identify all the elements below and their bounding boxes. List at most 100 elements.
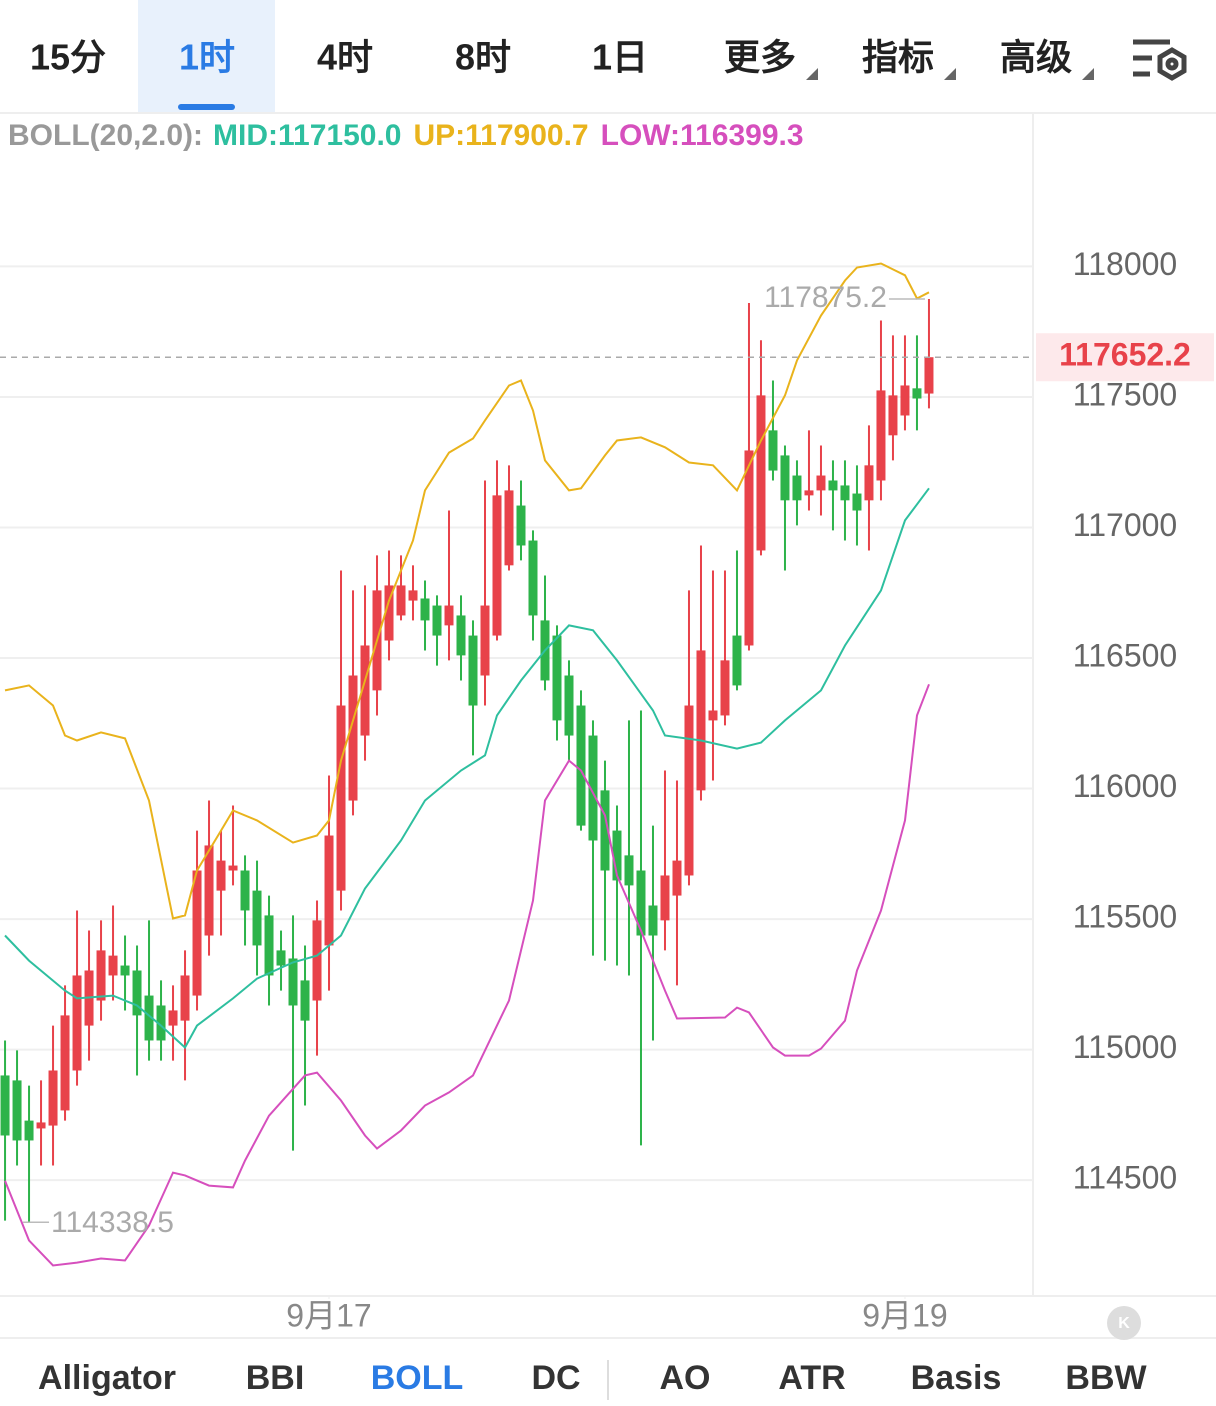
candle-body xyxy=(24,1120,34,1141)
last-price-label: 117652.2 xyxy=(1059,337,1191,373)
candle-body xyxy=(588,735,598,841)
timeframe-tab[interactable]: 1时 xyxy=(179,37,235,78)
candle-body xyxy=(852,493,862,511)
candle-body xyxy=(864,465,874,501)
indicator-tab[interactable]: DC xyxy=(531,1359,580,1397)
advanced-tab[interactable]: 高级 xyxy=(1000,37,1072,78)
candle-body xyxy=(180,975,190,1021)
candle-body xyxy=(204,845,214,936)
y-tick-label: 116500 xyxy=(1073,637,1177,673)
candle-body xyxy=(708,710,718,721)
indicator-tab[interactable]: BBI xyxy=(246,1359,305,1397)
x-tick-label: 9月19 xyxy=(862,1297,947,1333)
candle-body xyxy=(816,475,826,491)
y-tick-label: 117500 xyxy=(1073,376,1177,412)
candle-body xyxy=(432,605,442,636)
candle-body xyxy=(492,495,502,636)
candle-body xyxy=(600,790,610,871)
reset-button[interactable] xyxy=(1107,1306,1141,1340)
max-label: 117875.2 xyxy=(764,281,887,314)
candle-body xyxy=(12,1080,22,1141)
candle-body xyxy=(768,430,778,471)
last-price-bg xyxy=(1036,333,1214,382)
candle-body xyxy=(576,705,586,826)
candle-body xyxy=(804,490,814,496)
settings-icon[interactable] xyxy=(1133,39,1187,81)
candle-body xyxy=(900,385,910,416)
candle-body xyxy=(168,1010,178,1026)
candle-body xyxy=(300,980,310,1021)
indicator-tab[interactable]: AO xyxy=(660,1359,711,1397)
candle-body xyxy=(324,835,334,946)
y-tick-label: 115000 xyxy=(1073,1029,1177,1065)
candle-body xyxy=(120,965,130,976)
candle-body xyxy=(240,870,250,911)
dropdown-caret xyxy=(1082,68,1094,80)
indicator-tab[interactable]: ATR xyxy=(778,1359,845,1397)
candle-body xyxy=(756,395,766,551)
active-tab-underline xyxy=(178,104,235,110)
min-label: 114338.5 xyxy=(51,1206,174,1239)
candle-body xyxy=(660,875,670,921)
candle-body xyxy=(780,455,790,501)
y-tick-label: 114500 xyxy=(1073,1160,1177,1196)
candle-body xyxy=(612,830,622,881)
candles xyxy=(0,298,934,1223)
candle-body xyxy=(348,675,358,801)
candle-body xyxy=(744,450,754,646)
dropdown-caret xyxy=(944,68,956,80)
candle-body xyxy=(288,958,298,1006)
candle-body xyxy=(36,1122,46,1129)
candle-body xyxy=(696,650,706,791)
candle-body xyxy=(828,480,838,491)
timeframe-tab[interactable]: 8时 xyxy=(455,37,511,78)
candle-body xyxy=(468,635,478,706)
timeframe-tab[interactable]: 4时 xyxy=(317,37,373,78)
candle-body xyxy=(264,915,274,976)
indicator-tab[interactable]: Alligator xyxy=(38,1359,176,1397)
candle-body xyxy=(144,995,154,1041)
legend-entry: UP:117900.7 xyxy=(413,119,588,152)
candle-body xyxy=(624,855,634,886)
band-line xyxy=(4,683,930,1267)
candle-body xyxy=(408,590,418,601)
candle-body xyxy=(528,540,538,616)
candle-body xyxy=(516,505,526,546)
more-tab[interactable]: 更多 xyxy=(724,37,796,78)
legend-entry: MID:117150.0 xyxy=(213,119,401,152)
legend-entry: LOW:116399.3 xyxy=(601,119,804,152)
candle-body xyxy=(0,1075,10,1136)
y-tick-label: 118000 xyxy=(1073,246,1177,282)
candle-body xyxy=(684,705,694,876)
candle-body xyxy=(552,635,562,721)
candle-body xyxy=(312,920,322,1001)
y-tick-label: 115500 xyxy=(1073,899,1177,935)
candle-body xyxy=(72,975,82,1071)
candle-body xyxy=(840,485,850,501)
indicator-tab[interactable]: BOLL xyxy=(371,1359,464,1397)
indicator-tab[interactable]: Basis xyxy=(911,1359,1002,1397)
candle-body xyxy=(228,865,238,871)
band-line xyxy=(4,262,930,920)
candle-body xyxy=(636,870,646,936)
candle-body xyxy=(156,1005,166,1041)
candle-body xyxy=(420,598,430,621)
timeframe-tab[interactable]: 15分 xyxy=(30,37,106,78)
candle-body xyxy=(192,870,202,996)
indicator-title: BOLL(20,2.0): xyxy=(8,119,203,152)
candle-body xyxy=(132,970,142,1016)
candle-body xyxy=(648,905,658,936)
candle-body xyxy=(108,955,118,976)
band-line xyxy=(4,487,930,1050)
dropdown-caret xyxy=(806,68,818,80)
candle-body xyxy=(60,1015,70,1111)
candle-body xyxy=(924,357,934,394)
active-tab-bg xyxy=(138,0,275,112)
candle-body xyxy=(384,585,394,641)
timeframe-tab[interactable]: 1日 xyxy=(592,37,648,78)
candle-body xyxy=(396,585,406,616)
indicator-tab[interactable]: BBW xyxy=(1065,1359,1147,1397)
candle-body xyxy=(912,388,922,399)
indicator-tab[interactable]: 指标 xyxy=(862,37,934,78)
y-tick-label: 116000 xyxy=(1073,768,1177,804)
